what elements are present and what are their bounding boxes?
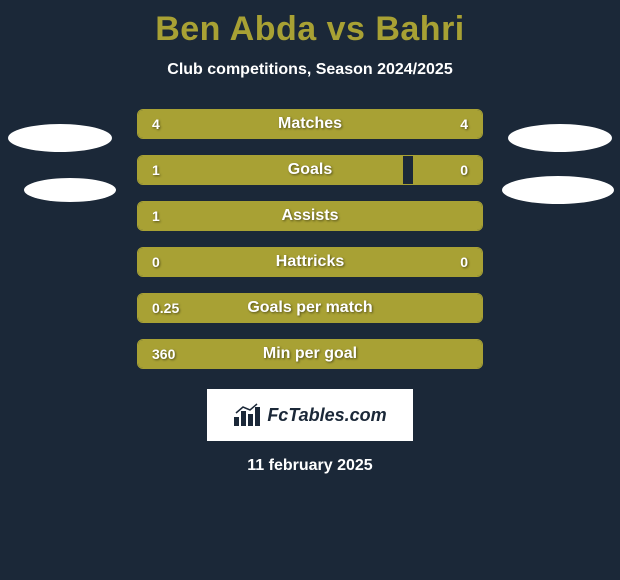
chart-icon — [233, 403, 261, 427]
value-right: 0 — [460, 254, 468, 270]
page-title: Ben Abda vs Bahri — [0, 10, 620, 49]
stat-row-hattricks: 0 Hattricks 0 — [137, 247, 483, 277]
stat-row-goals: 1 Goals 0 — [137, 155, 483, 185]
bar-right — [413, 156, 482, 184]
stat-label: Assists — [282, 207, 339, 225]
bar-left — [138, 156, 403, 184]
stat-label: Matches — [278, 115, 342, 133]
subtitle: Club competitions, Season 2024/2025 — [0, 61, 620, 79]
comparison-infographic: Ben Abda vs Bahri Club competitions, Sea… — [0, 0, 620, 580]
stat-row-assists: 1 Assists — [137, 201, 483, 231]
stat-row-min-per-goal: 360 Min per goal — [137, 339, 483, 369]
value-left: 0.25 — [152, 300, 179, 316]
value-left: 4 — [152, 116, 160, 132]
value-left: 1 — [152, 208, 160, 224]
stat-label: Hattricks — [276, 253, 344, 271]
stat-row-matches: 4 Matches 4 — [137, 109, 483, 139]
bar-gap — [403, 156, 413, 184]
stats-area: 4 Matches 4 1 Goals 0 1 Assists — [0, 109, 620, 369]
stats-column: 4 Matches 4 1 Goals 0 1 Assists — [137, 109, 483, 369]
stat-label: Goals per match — [247, 299, 372, 317]
value-left: 0 — [152, 254, 160, 270]
stat-row-goals-per-match: 0.25 Goals per match — [137, 293, 483, 323]
logo-text: FcTables.com — [267, 405, 386, 426]
value-left: 360 — [152, 346, 175, 362]
value-right: 4 — [460, 116, 468, 132]
stat-label: Min per goal — [263, 345, 357, 363]
stat-label: Goals — [288, 161, 332, 179]
footer-date: 11 february 2025 — [0, 457, 620, 475]
value-right: 0 — [460, 162, 468, 178]
value-left: 1 — [152, 162, 160, 178]
logo-box: FcTables.com — [207, 389, 413, 441]
